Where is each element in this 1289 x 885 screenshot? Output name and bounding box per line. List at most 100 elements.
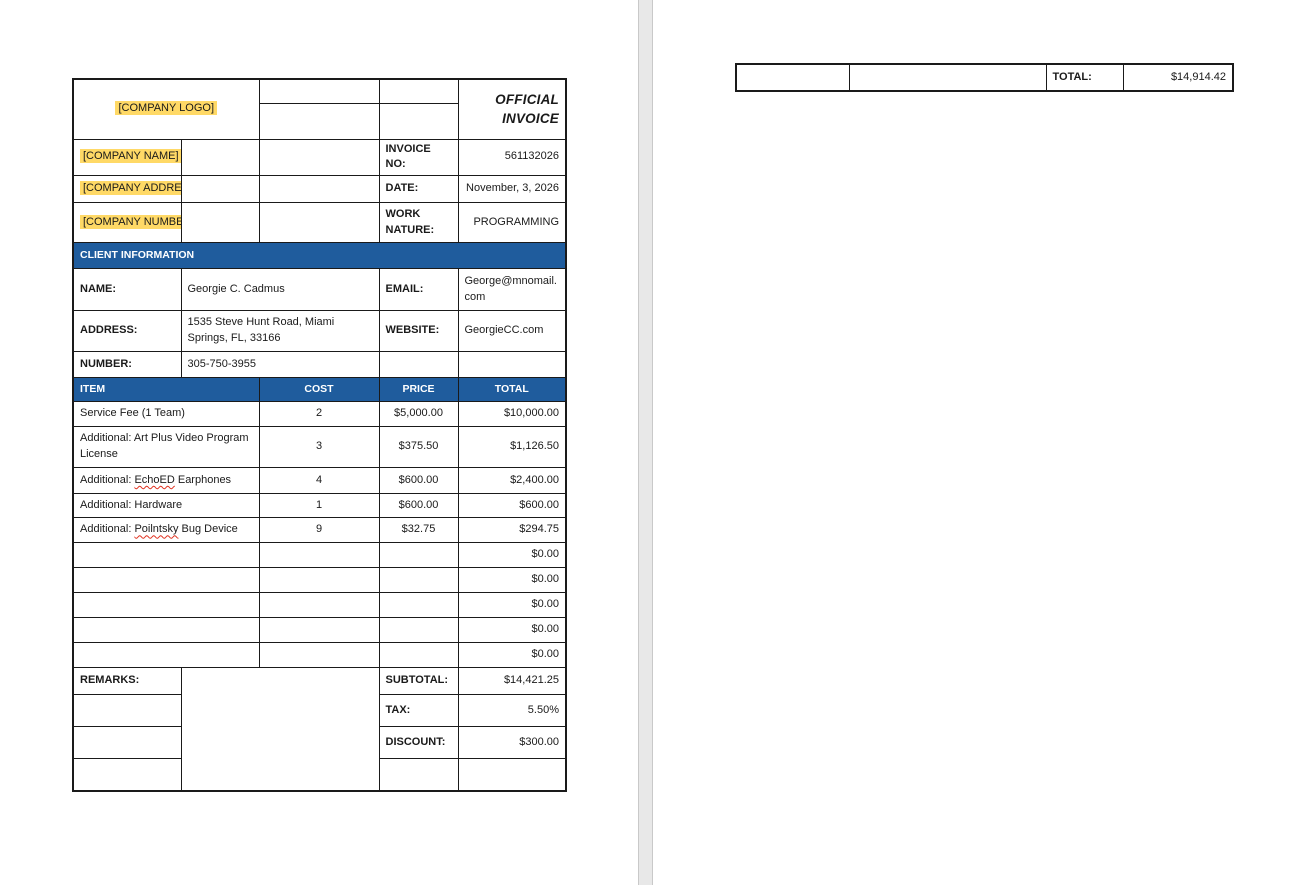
empty-cell[interactable] [180,138,260,177]
empty-cell[interactable] [72,726,182,760]
company-number-placeholder[interactable]: [COMPANY NUMBER] [80,214,180,229]
item-name[interactable] [72,542,260,569]
empty-cell[interactable] [378,758,459,792]
item-cost[interactable] [258,592,380,619]
company-name-cell[interactable]: [COMPANY NAME] [72,138,182,177]
empty-cell[interactable] [180,175,260,204]
item-price[interactable] [378,642,459,669]
item-cost[interactable] [258,542,380,569]
date-value[interactable]: November, 3, 2026 [457,175,567,204]
date-label: DATE: [378,175,459,204]
item-price[interactable]: $375.50 [378,426,459,469]
empty-cell[interactable] [180,202,260,244]
item-cost[interactable]: 2 [258,401,380,428]
subtotal-label: SUBTOTAL: [378,667,459,696]
item-name[interactable] [72,617,260,644]
client-website-value[interactable]: GeorgieCC.com [457,310,567,353]
total-value[interactable]: $14,914.42 [1122,63,1234,92]
item-price[interactable]: $5,000.00 [378,401,459,428]
empty-cell[interactable] [378,351,459,379]
item-cost[interactable]: 3 [258,426,380,469]
client-email-label: EMAIL: [378,268,459,312]
item-name[interactable]: Service Fee (1 Team) [72,401,260,428]
item-price[interactable]: $32.75 [378,517,459,544]
empty-cell[interactable] [457,758,567,792]
item-total[interactable]: $0.00 [457,567,567,594]
document-page-1: [COMPANY LOGO] OFFICIAL INVOICE [COMPANY… [0,0,638,885]
item-name[interactable]: Additional: EchoED Earphones [72,467,260,495]
item-name[interactable]: Additional: Art Plus Video Program Licen… [72,426,260,469]
items-header-item: ITEM [72,377,260,403]
item-cost[interactable] [258,617,380,644]
empty-item-row: $0.00 [72,617,567,644]
item-price[interactable] [378,592,459,619]
item-name[interactable]: Additional: Poilntsky Bug Device [72,517,260,544]
item-total[interactable]: $294.75 [457,517,567,544]
item-total[interactable]: $2,400.00 [457,467,567,495]
company-number-cell[interactable]: [COMPANY NUMBER] [72,202,182,244]
empty-cell[interactable] [72,758,182,792]
empty-cell[interactable] [258,138,380,177]
item-total[interactable]: $10,000.00 [457,401,567,428]
client-email-value[interactable]: George@mnomail.com [457,268,567,312]
item-total[interactable]: $0.00 [457,542,567,569]
empty-cell[interactable] [258,202,380,244]
header-empty-cell[interactable] [378,78,459,104]
item-total[interactable]: $0.00 [457,617,567,644]
remarks-value-cell[interactable] [180,667,380,792]
item-price[interactable]: $600.00 [378,467,459,495]
item-cost[interactable]: 1 [258,493,380,519]
empty-cell[interactable] [457,351,567,379]
empty-cell[interactable] [735,63,850,92]
item-cost[interactable]: 4 [258,467,380,495]
client-number-value[interactable]: 305-750-3955 [180,351,380,379]
header-empty-cell[interactable] [258,78,380,104]
items-header-total: TOTAL [457,377,567,403]
item-name[interactable] [72,592,260,619]
company-logo-placeholder[interactable]: [COMPANY LOGO] [115,101,218,116]
company-address-placeholder[interactable]: [COMPANY ADDRESS] [80,181,180,196]
item-cost[interactable] [258,567,380,594]
items-header-cost: COST [258,377,380,403]
item-price[interactable] [378,567,459,594]
work-nature-value[interactable]: PROGRAMMING [457,202,567,244]
discount-label: DISCOUNT: [378,726,459,760]
client-number-label: NUMBER: [72,351,182,379]
tax-label: TAX: [378,694,459,728]
item-row: Additional: Hardware 1 $600.00 $600.00 [72,493,567,519]
client-information-banner: CLIENT INFORMATION [72,242,567,270]
document-page-2: TOTAL: $14,914.42 paulo travels. com [653,0,1289,885]
item-name-text: Earphones [174,473,232,486]
subtotal-value[interactable]: $14,421.25 [457,667,567,696]
item-name[interactable] [72,642,260,669]
item-name-text: Additional: Hardware [80,498,183,511]
header-empty-cell[interactable] [378,102,459,140]
empty-cell[interactable] [72,694,182,728]
item-total[interactable]: $0.00 [457,642,567,669]
header-empty-cell[interactable] [258,102,380,140]
item-cost[interactable]: 9 [258,517,380,544]
item-price[interactable] [378,617,459,644]
client-name-value[interactable]: Georgie C. Cadmus [180,268,380,312]
invoice-no-value[interactable]: 561132026 [457,138,567,177]
item-name-text: Bug Device [178,523,238,536]
item-price[interactable]: $600.00 [378,493,459,519]
empty-cell[interactable] [848,63,1047,92]
item-total[interactable]: $0.00 [457,592,567,619]
item-price[interactable] [378,542,459,569]
discount-value[interactable]: $300.00 [457,726,567,760]
item-total[interactable]: $1,126.50 [457,426,567,469]
remarks-label: REMARKS: [72,667,182,696]
company-address-cell[interactable]: [COMPANY ADDRESS] [72,175,182,204]
empty-cell[interactable] [258,175,380,204]
tax-value[interactable]: 5.50% [457,694,567,728]
item-total[interactable]: $600.00 [457,493,567,519]
item-name-text: Additional: [80,473,135,486]
company-logo-cell[interactable]: [COMPANY LOGO] [72,78,260,140]
total-label: TOTAL: [1045,63,1124,92]
item-name[interactable] [72,567,260,594]
item-cost[interactable] [258,642,380,669]
client-address-value[interactable]: 1535 Steve Hunt Road, Miami Springs, FL,… [180,310,380,353]
company-name-placeholder[interactable]: [COMPANY NAME] [80,149,180,164]
item-name[interactable]: Additional: Hardware [72,493,260,519]
